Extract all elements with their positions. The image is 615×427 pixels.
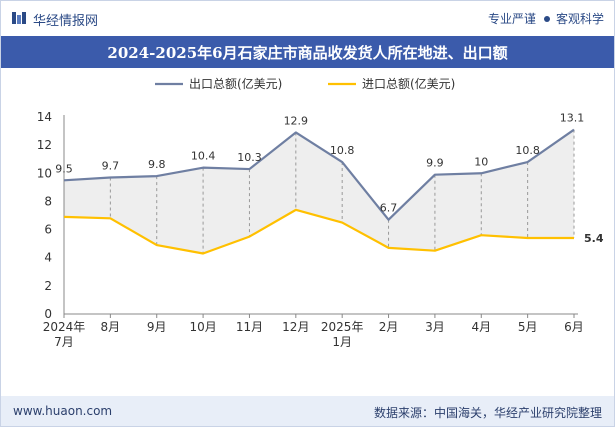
export-data-label: 10.8 xyxy=(515,144,540,157)
y-tick-label: 14 xyxy=(37,110,52,124)
export-data-label: 9.8 xyxy=(148,158,166,171)
y-tick-label: 2 xyxy=(44,279,52,293)
export-data-label: 9.9 xyxy=(426,157,444,170)
y-tick-label: 12 xyxy=(37,138,52,152)
x-tick-label: 6月 xyxy=(564,320,584,334)
tagline-right: 客观科学 xyxy=(555,12,604,26)
huajing-logo-icon xyxy=(12,12,26,24)
x-tick-label: 1月 xyxy=(332,335,352,349)
tagline-left: 专业严谨 xyxy=(487,12,536,26)
export-data-label: 13.1 xyxy=(560,112,585,125)
export-series-line xyxy=(63,128,575,221)
export-data-label: 9.5 xyxy=(55,162,73,175)
export-data-label: 10.3 xyxy=(237,151,262,164)
separator-dot-icon xyxy=(543,16,550,22)
export-data-label: 12.9 xyxy=(284,114,309,127)
band-area xyxy=(64,129,574,254)
export-data-label: 10.4 xyxy=(191,150,216,163)
site-name: 华经情报网 xyxy=(33,14,99,29)
x-tick-label: 9月 xyxy=(147,320,167,334)
y-tick-label: 4 xyxy=(44,251,52,265)
y-tick-label: 0 xyxy=(44,307,52,321)
footer: www.huaon.com 数据来源：中国海关，华经产业研究院整理 xyxy=(1,396,614,426)
x-tick-label: 12月 xyxy=(282,320,309,334)
export-data-label: 10.8 xyxy=(330,144,355,157)
data-source: 数据来源：中国海关，华经产业研究院整理 xyxy=(373,406,602,420)
x-tick-label: 2月 xyxy=(379,320,399,334)
x-tick-label: 7月 xyxy=(54,335,74,349)
tagline: 专业严谨 客观科学 xyxy=(488,10,604,27)
export-data-label: 6.7 xyxy=(380,202,398,215)
chart-title: 2024-2025年6月石家庄市商品收发货人所在地进、出口额 xyxy=(107,44,508,62)
export-data-label: 10 xyxy=(474,155,488,168)
x-tick-label: 5月 xyxy=(518,320,538,334)
website-link[interactable]: www.huaon.com xyxy=(13,404,113,418)
y-tick-label: 10 xyxy=(37,166,52,180)
import-data-label: 5.4 xyxy=(584,232,604,245)
top-bar: 华经情报网 专业严谨 客观科学 xyxy=(1,1,614,35)
x-tick-label: 3月 xyxy=(425,320,445,334)
x-tick-label: 2024年 xyxy=(43,320,86,334)
import-series-line xyxy=(63,208,574,255)
x-tick-label: 8月 xyxy=(101,320,121,334)
x-tick-label: 11月 xyxy=(236,320,263,334)
y-tick-label: 8 xyxy=(44,194,52,208)
x-tick-label: 4月 xyxy=(471,320,491,334)
y-tick-label: 6 xyxy=(44,223,52,237)
x-tick-label: 10月 xyxy=(189,320,216,334)
legend-export-label: 出口总额(亿美元) xyxy=(189,76,282,91)
title-bar: 2024-2025年6月石家庄市商品收发货人所在地进、出口额 xyxy=(1,36,614,68)
legend-import-label: 进口总额(亿美元) xyxy=(362,76,455,91)
x-tick-label: 2025年 xyxy=(321,320,364,334)
export-data-label: 9.7 xyxy=(102,160,120,173)
